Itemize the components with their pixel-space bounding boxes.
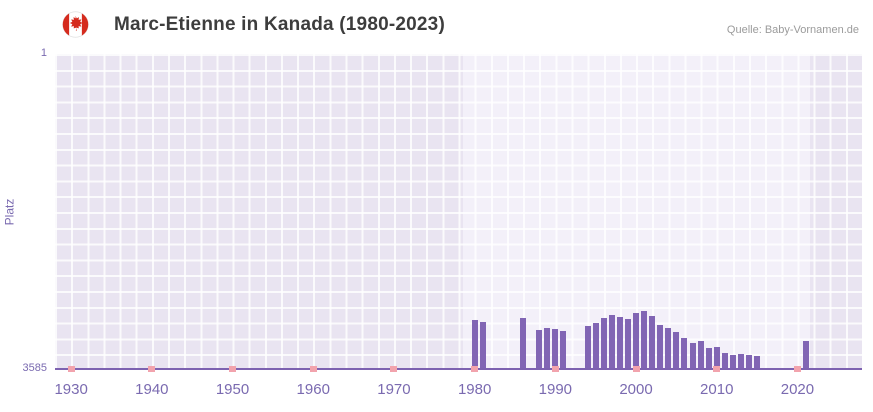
bar-2006 xyxy=(681,337,688,370)
x-tick-label-1940: 1940 xyxy=(135,381,169,398)
bar-1988 xyxy=(536,329,543,370)
axis-marker-2010 xyxy=(713,366,721,372)
x-axis-line xyxy=(55,368,862,370)
x-tick-label-2000: 2000 xyxy=(619,381,653,398)
bar-1997 xyxy=(608,314,615,370)
chart-title: Marc-Etienne in Kanada (1980-2023) xyxy=(114,14,445,35)
x-tick-label-2010: 2010 xyxy=(700,381,734,398)
bar-1998 xyxy=(616,316,623,370)
axis-marker-1960 xyxy=(309,366,317,372)
bar-1991 xyxy=(560,330,567,370)
bar-2009 xyxy=(705,348,712,370)
bar-1981 xyxy=(479,321,486,370)
bar-2004 xyxy=(665,328,672,370)
axis-marker-2020 xyxy=(793,366,801,372)
bar-2008 xyxy=(697,341,704,370)
bar-1986 xyxy=(520,318,527,370)
bar-1989 xyxy=(544,328,551,370)
source-attribution[interactable]: Quelle: Baby-Vornamen.de xyxy=(726,24,859,36)
x-tick-label-1990: 1990 xyxy=(538,381,573,398)
axis-marker-2000 xyxy=(632,366,640,372)
bar-2005 xyxy=(673,331,680,370)
x-axis-labels: 1930 1940 1950 1960 1970 1980 1990 2000 2010 2020 xyxy=(54,381,862,401)
bar-2001 xyxy=(641,310,648,370)
x-tick-label-1930: 1930 xyxy=(54,381,88,398)
axis-marker-1950 xyxy=(229,366,237,372)
axis-marker-1970 xyxy=(390,366,398,372)
axis-marker-1940 xyxy=(148,366,156,372)
bar-1994 xyxy=(584,326,591,370)
bar-2000 xyxy=(633,313,640,370)
x-tick-label-1970: 1970 xyxy=(377,381,411,398)
bar-1999 xyxy=(624,319,631,370)
bar-2021 xyxy=(802,340,809,370)
bar-1990 xyxy=(552,329,559,370)
plot-area xyxy=(55,54,862,372)
bar-1980 xyxy=(471,320,478,370)
axis-marker-1980 xyxy=(471,366,479,372)
bar-2007 xyxy=(689,343,696,370)
x-tick-label-2020: 2020 xyxy=(780,381,815,398)
axis-marker-1990 xyxy=(551,366,559,372)
bar-1995 xyxy=(592,322,599,370)
bar-1996 xyxy=(600,317,607,370)
canada-flag-icon xyxy=(62,11,89,38)
bar-2002 xyxy=(649,315,656,370)
y-tick-top: 1 xyxy=(40,47,47,59)
x-tick-label-1980: 1980 xyxy=(457,381,492,398)
y-tick-bottom: 3585 xyxy=(22,362,47,374)
x-tick-label-1960: 1960 xyxy=(296,381,330,398)
axis-marker-1930 xyxy=(67,366,75,372)
x-tick-label-1950: 1950 xyxy=(215,381,250,398)
y-axis-title: Platz xyxy=(2,198,17,226)
bar-2003 xyxy=(657,324,664,370)
